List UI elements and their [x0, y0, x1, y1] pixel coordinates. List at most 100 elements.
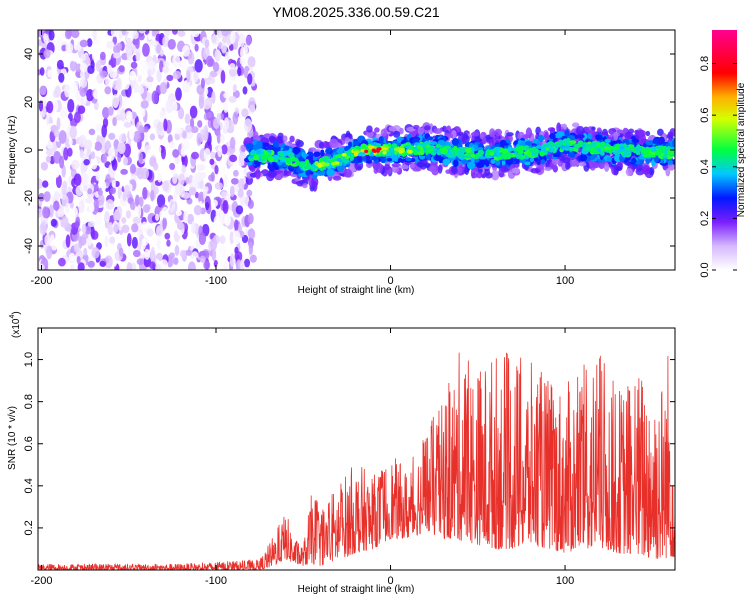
signal-cell — [429, 141, 438, 146]
signal-cell — [599, 151, 605, 156]
noise-cell — [156, 237, 161, 249]
signal-cell — [457, 153, 463, 159]
signal-cell — [569, 140, 577, 145]
noise-cell — [232, 111, 239, 125]
noise-cell — [45, 155, 52, 163]
noise-cell — [71, 207, 78, 216]
noise-cell — [56, 117, 61, 130]
snr-multiplier-exp: 4 — [9, 315, 16, 319]
noise-cell — [221, 30, 229, 37]
noise-cell — [247, 199, 254, 209]
noise-cell — [81, 223, 87, 234]
signal-cell — [326, 168, 335, 177]
noise-cell — [221, 42, 227, 54]
noise-cell — [191, 30, 200, 38]
noise-cell — [45, 149, 54, 156]
y-tick-label: -20 — [23, 190, 35, 206]
signal-cell — [564, 129, 570, 138]
noise-cell — [120, 108, 126, 122]
noise-cell — [211, 33, 220, 46]
noise-cell — [65, 234, 71, 248]
signal-cell — [292, 146, 300, 155]
noise-cell — [140, 167, 150, 180]
signal-cell — [391, 156, 399, 162]
signal-cell — [450, 149, 456, 155]
noise-cell — [150, 246, 156, 261]
noise-cell — [48, 30, 55, 41]
signal-cell — [567, 152, 576, 158]
snr-multiplier-close: ) — [11, 311, 22, 314]
noise-cell — [43, 191, 51, 202]
noise-cell — [206, 112, 212, 119]
noise-cell — [71, 30, 80, 39]
noise-cell — [223, 261, 228, 270]
signal-cell — [417, 127, 424, 136]
signal-cell — [545, 155, 551, 159]
signal-cell — [578, 162, 587, 167]
noise-cell — [147, 60, 156, 70]
noise-cell — [247, 213, 254, 225]
signal-cell — [650, 154, 656, 158]
signal-cell — [623, 149, 631, 155]
signal-cell — [479, 133, 485, 140]
colorbar: 0.0 0.2 0.4 0.6 0.8 Normalized spectral ampl… — [699, 30, 747, 278]
noise-cell — [239, 260, 245, 270]
signal-cell — [378, 136, 384, 143]
signal-cell — [322, 155, 330, 161]
noise-cell — [47, 141, 54, 150]
signal-cell — [591, 162, 601, 168]
noise-cell — [197, 164, 206, 171]
signal-cell — [642, 153, 650, 158]
signal-cell — [256, 140, 263, 149]
signal-cell — [626, 131, 632, 140]
noise-cell — [228, 43, 234, 51]
signal-cell — [366, 125, 373, 133]
signal-cell — [342, 157, 350, 164]
noise-cell — [73, 111, 81, 124]
signal-cell — [538, 163, 545, 170]
noise-cell — [48, 181, 55, 190]
noise-cell — [61, 194, 69, 208]
signal-cell — [367, 145, 375, 150]
signal-cell — [247, 161, 253, 166]
noise-cell — [104, 210, 110, 224]
signal-cell — [631, 157, 637, 164]
noise-cell — [193, 205, 202, 216]
noise-cell — [118, 65, 125, 73]
noise-cell — [172, 70, 182, 80]
signal-cell — [589, 147, 597, 154]
x-tick-label: 0 — [387, 575, 393, 587]
noise-cell — [166, 74, 174, 82]
noise-cell — [203, 213, 210, 223]
noise-cell — [135, 51, 141, 62]
noise-cell — [167, 134, 173, 144]
noise-cell — [234, 250, 243, 262]
noise-cell — [117, 141, 126, 155]
colorbar-tick-label: 0.8 — [699, 56, 711, 71]
noise-cell — [229, 67, 238, 77]
signal-cell — [466, 161, 476, 170]
peak-cell — [377, 147, 382, 151]
noise-cell — [223, 101, 229, 114]
signal-cell — [478, 150, 484, 155]
signal-cell — [496, 151, 500, 156]
signal-cell — [479, 156, 487, 160]
signal-cell — [319, 141, 325, 149]
y-tick-label: 0.2 — [23, 520, 35, 535]
noise-cell — [77, 262, 85, 270]
noise-cell — [64, 83, 71, 98]
noise-cell — [42, 180, 49, 188]
noise-cell — [222, 200, 229, 214]
noise-cell — [187, 261, 196, 270]
noise-cell — [106, 40, 115, 50]
signal-cell — [282, 135, 288, 142]
noise-cell — [57, 208, 65, 218]
y-tick-label: 40 — [23, 48, 35, 60]
signal-cell — [394, 150, 398, 155]
noise-cell — [237, 188, 244, 198]
noise-cell — [220, 70, 226, 84]
signal-cell — [424, 162, 431, 169]
noise-cell — [248, 97, 256, 110]
noise-cell — [177, 30, 186, 37]
